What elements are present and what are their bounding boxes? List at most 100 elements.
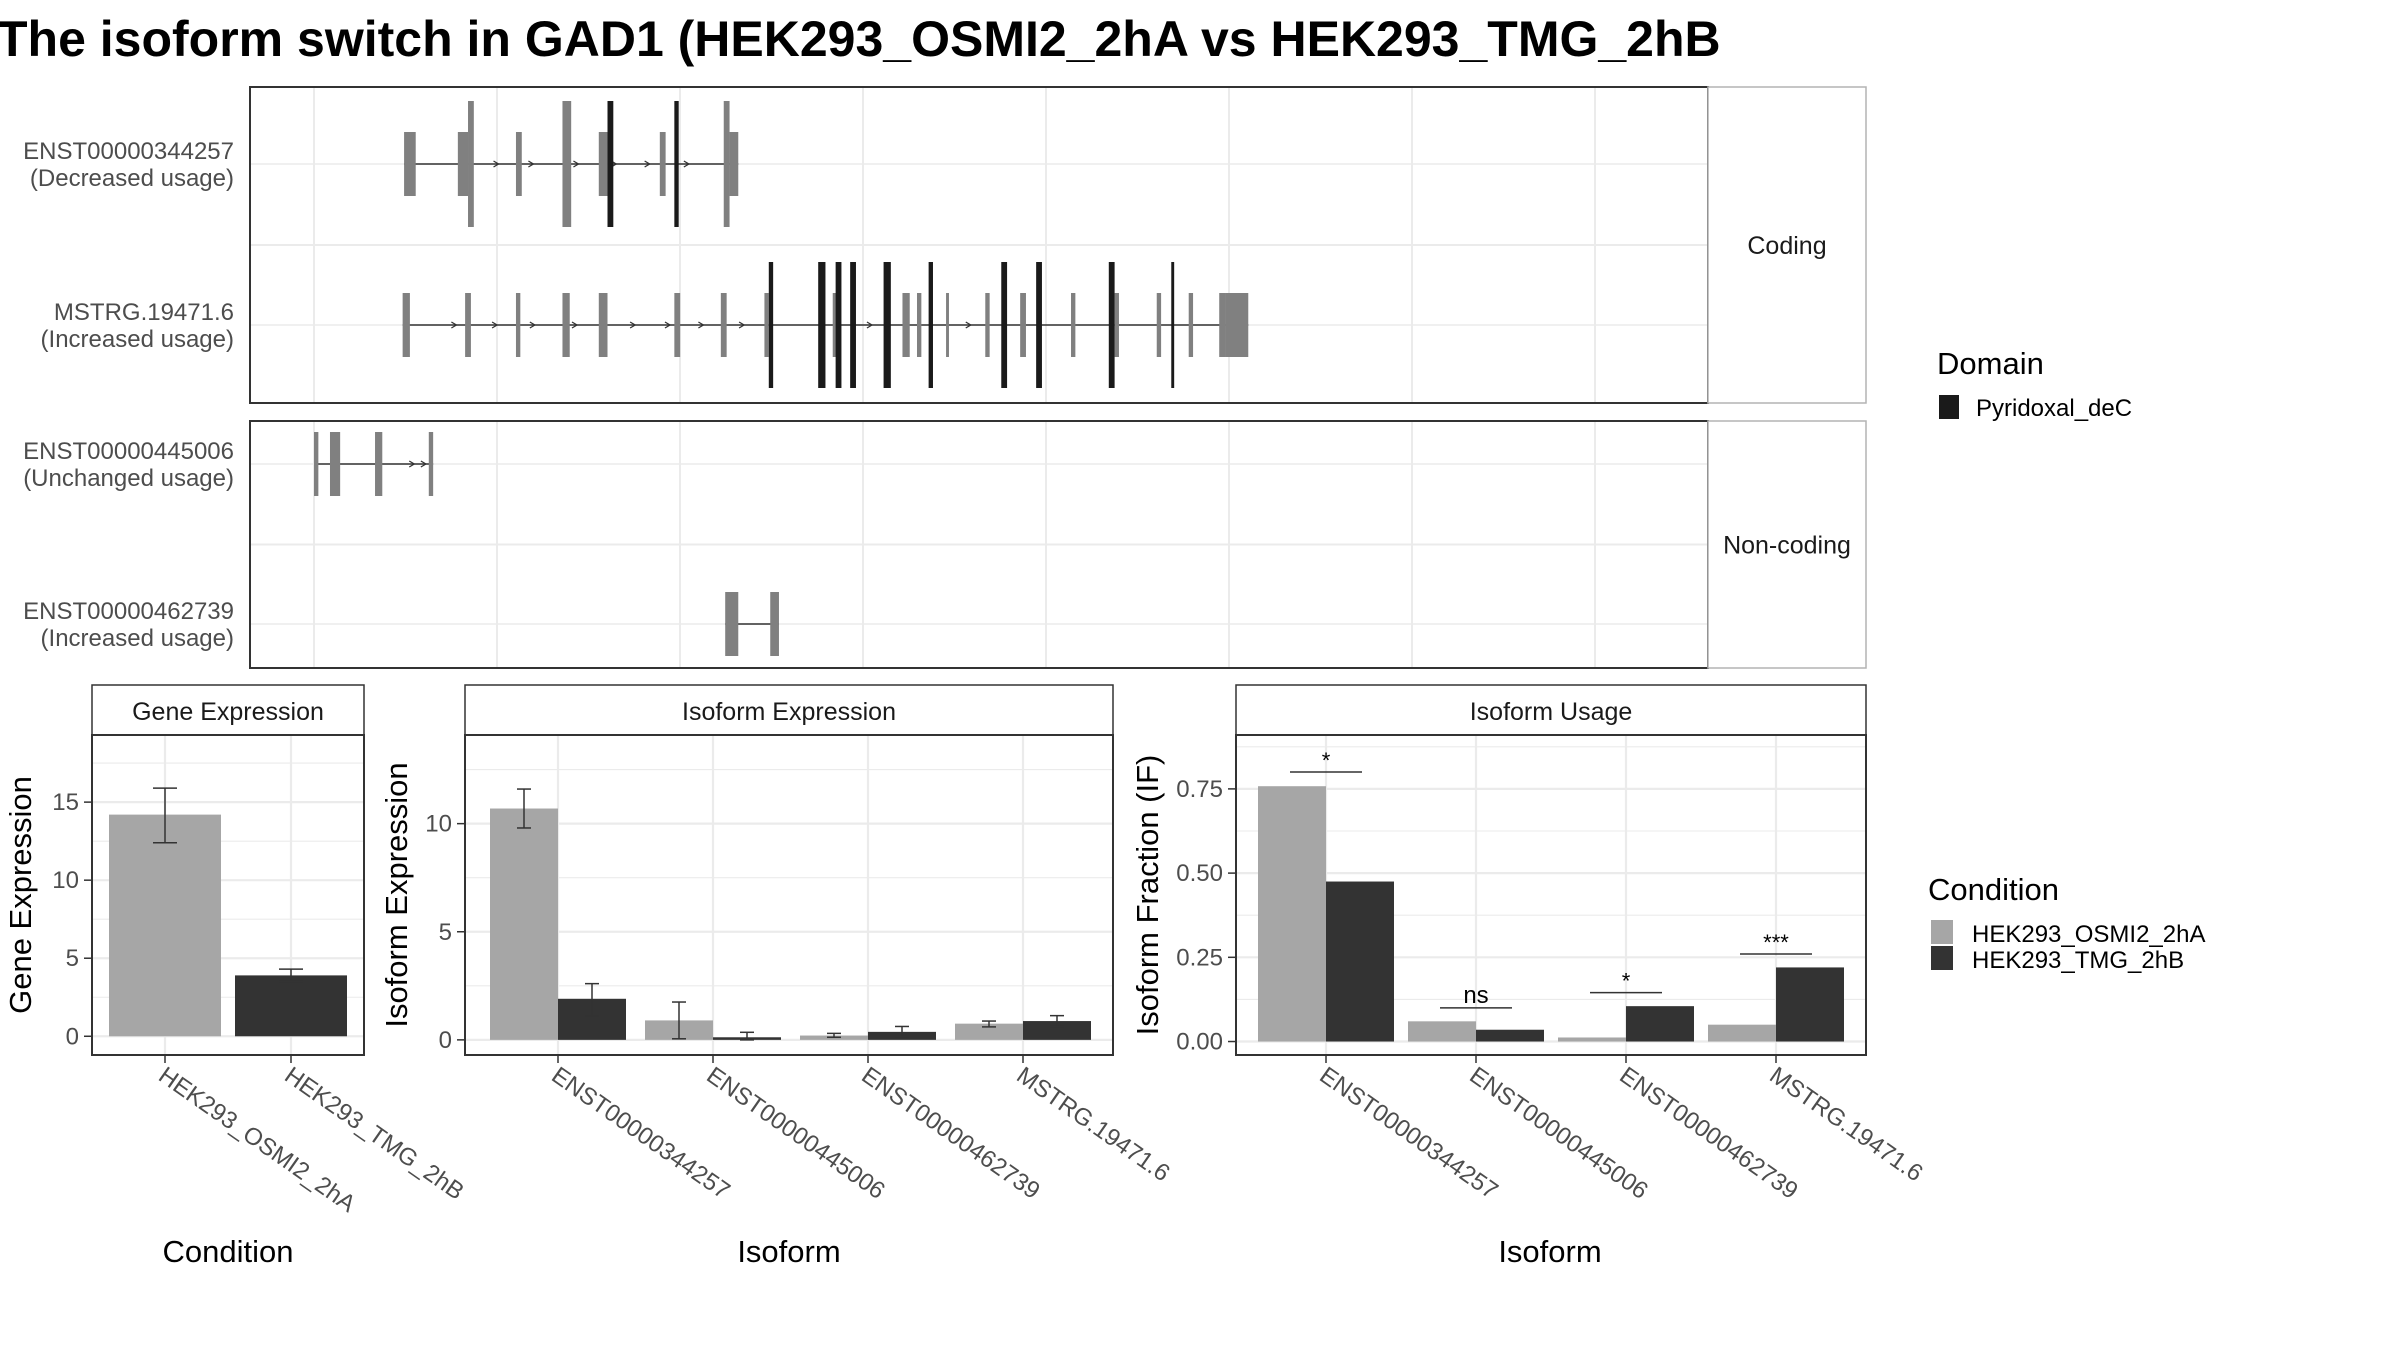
exon bbox=[770, 592, 779, 656]
strand-arrow bbox=[664, 321, 672, 329]
exon bbox=[1188, 293, 1194, 357]
error-bar bbox=[982, 1020, 996, 1028]
y-tick-label: 5 bbox=[66, 945, 79, 972]
exon bbox=[598, 132, 608, 196]
facet-strip-title: Isoform Usage bbox=[1470, 698, 1633, 726]
y-tick-label: 0.75 bbox=[1176, 776, 1223, 803]
bar bbox=[1476, 1029, 1544, 1042]
exon bbox=[562, 101, 572, 227]
facet-strip bbox=[1235, 684, 1867, 736]
bar bbox=[1558, 1037, 1626, 1042]
exon bbox=[720, 293, 727, 357]
error-bar bbox=[517, 788, 531, 829]
strand-arrow bbox=[408, 460, 416, 468]
y-axis-title: Gene Expression bbox=[3, 776, 38, 1014]
exon bbox=[985, 293, 990, 357]
bar bbox=[1258, 786, 1326, 1042]
y-tick-label: 0.00 bbox=[1176, 1029, 1223, 1056]
x-axis-title: Isoform bbox=[737, 1234, 840, 1269]
bar bbox=[1326, 881, 1394, 1042]
exon bbox=[1219, 293, 1226, 357]
strand-arrow bbox=[738, 321, 746, 329]
domain-segment bbox=[818, 262, 826, 388]
facet-strip-title: Gene Expression bbox=[132, 698, 324, 726]
bar bbox=[1023, 1021, 1091, 1040]
bar bbox=[1408, 1021, 1476, 1042]
y-tick-label: 5 bbox=[439, 919, 452, 946]
exon bbox=[598, 293, 608, 357]
exon bbox=[375, 432, 383, 496]
plot-border bbox=[91, 734, 365, 1056]
bar bbox=[490, 808, 558, 1040]
domain-segment bbox=[883, 262, 891, 388]
domain-segment bbox=[1036, 262, 1042, 388]
x-axis-title: Condition bbox=[163, 1234, 294, 1269]
domain-segment bbox=[1171, 262, 1175, 388]
y-tick-label: 0.50 bbox=[1176, 860, 1223, 887]
strand-arrow bbox=[629, 321, 637, 329]
domain-segment bbox=[850, 262, 856, 388]
significance-label: ns bbox=[1463, 982, 1488, 1009]
legends: Domain Pyridoxal_deC Condition HEK293_OSMI2… bbox=[1928, 346, 2205, 974]
condition-legend-swatch bbox=[1931, 920, 1953, 944]
exon bbox=[1156, 293, 1162, 357]
isoform-id-label: ENST00000344257 bbox=[23, 138, 234, 165]
y-axis-title: Isoform Expression bbox=[379, 762, 414, 1027]
domain-segment bbox=[835, 262, 842, 388]
condition-legend-title: Condition bbox=[1928, 872, 2059, 907]
bar bbox=[1626, 1006, 1694, 1042]
strand-arrow bbox=[965, 321, 973, 329]
error-bar bbox=[895, 1025, 909, 1038]
plot-border bbox=[464, 734, 1114, 1056]
facet-strip-title: Isoform Expression bbox=[682, 698, 896, 726]
exon bbox=[515, 293, 521, 357]
isoform-usage-label: (Decreased usage) bbox=[30, 165, 234, 192]
strand-arrow bbox=[866, 321, 874, 329]
error-bar bbox=[279, 968, 303, 983]
error-bar bbox=[740, 1031, 754, 1041]
exon bbox=[457, 132, 469, 196]
panel-strip-label: Coding bbox=[1747, 232, 1826, 260]
facet-strip bbox=[91, 684, 365, 736]
exon bbox=[428, 432, 434, 496]
strand-arrow bbox=[571, 321, 579, 329]
domain-legend-title: Domain bbox=[1937, 346, 2044, 381]
isoform-id-label: MSTRG.19471.6 bbox=[54, 299, 234, 326]
significance-label: * bbox=[1622, 969, 1631, 994]
panel-strip bbox=[1707, 86, 1867, 404]
exon bbox=[916, 293, 922, 357]
error-bar bbox=[585, 982, 599, 1017]
y-tick-label: 10 bbox=[425, 811, 452, 838]
facet-strip bbox=[464, 684, 1114, 736]
plot-border bbox=[1235, 734, 1867, 1056]
strand-arrow bbox=[420, 460, 428, 468]
isoform-usage-label: (Increased usage) bbox=[41, 326, 234, 353]
exon bbox=[1020, 293, 1026, 357]
domain-legend-label: Pyridoxal_deC bbox=[1976, 395, 2132, 422]
condition-legend-label: HEK293_TMG_2hB bbox=[1972, 947, 2184, 974]
error-bar bbox=[672, 1001, 686, 1040]
exon bbox=[902, 293, 910, 357]
strand-arrow bbox=[644, 160, 651, 168]
exon bbox=[1114, 293, 1119, 357]
y-tick-label: 0.25 bbox=[1176, 944, 1223, 971]
exon bbox=[562, 293, 570, 357]
exon bbox=[515, 132, 522, 196]
strand-arrow bbox=[493, 160, 500, 168]
exon bbox=[674, 293, 681, 357]
strand-arrow bbox=[683, 160, 691, 168]
strand-arrow bbox=[491, 321, 499, 329]
domain-segment bbox=[768, 262, 774, 388]
strand-arrow bbox=[529, 321, 537, 329]
exon bbox=[329, 432, 341, 496]
exon bbox=[404, 132, 416, 196]
y-tick-label: 0 bbox=[66, 1023, 79, 1050]
bar bbox=[1708, 1024, 1776, 1042]
bar bbox=[955, 1023, 1023, 1040]
error-bar bbox=[827, 1032, 841, 1039]
exon bbox=[1071, 293, 1076, 357]
isoform-id-label: ENST00000462739 bbox=[23, 598, 234, 625]
isoform-id-label: ENST00000445006 bbox=[23, 438, 234, 465]
domain-segment bbox=[674, 101, 679, 227]
